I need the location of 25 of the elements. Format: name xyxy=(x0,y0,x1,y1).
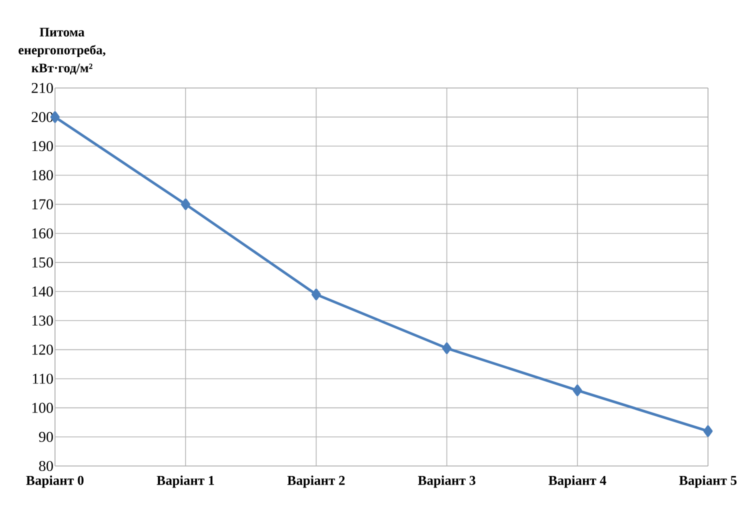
x-tick-label: Варіант 1 xyxy=(156,476,214,488)
y-tick-label: 190 xyxy=(32,141,53,152)
y-tick-label: 120 xyxy=(32,344,53,355)
x-tick-label: Варіант 4 xyxy=(548,476,606,488)
point xyxy=(312,288,321,300)
point xyxy=(572,384,582,396)
x-tick-label: Варіант 2 xyxy=(287,476,345,488)
y-tick-label: 170 xyxy=(32,199,53,210)
x-tick-label: Варіант 5 xyxy=(679,476,737,488)
point xyxy=(442,342,452,354)
y-tick-label: 210 xyxy=(32,82,53,94)
y-tick-label: 140 xyxy=(32,286,53,297)
y-tick-label: 160 xyxy=(32,228,53,238)
point xyxy=(180,198,190,210)
x-tick-label: Варіант 3 xyxy=(418,476,476,488)
y-tick-label: 110 xyxy=(32,374,53,384)
y-tick-label: 90 xyxy=(39,432,53,442)
y-tick-label: 130 xyxy=(32,316,53,326)
y-tick-label: 150 xyxy=(32,257,53,268)
x-tick-label: Варіант 0 xyxy=(26,476,84,488)
y-tick-label: 80 xyxy=(39,460,53,472)
y-axis-title: Питома енергопотреба, кВт·год/м² xyxy=(18,28,106,74)
point xyxy=(703,425,713,437)
y-tick-label: 180 xyxy=(32,170,53,180)
y-tick-label: 100 xyxy=(32,402,53,413)
